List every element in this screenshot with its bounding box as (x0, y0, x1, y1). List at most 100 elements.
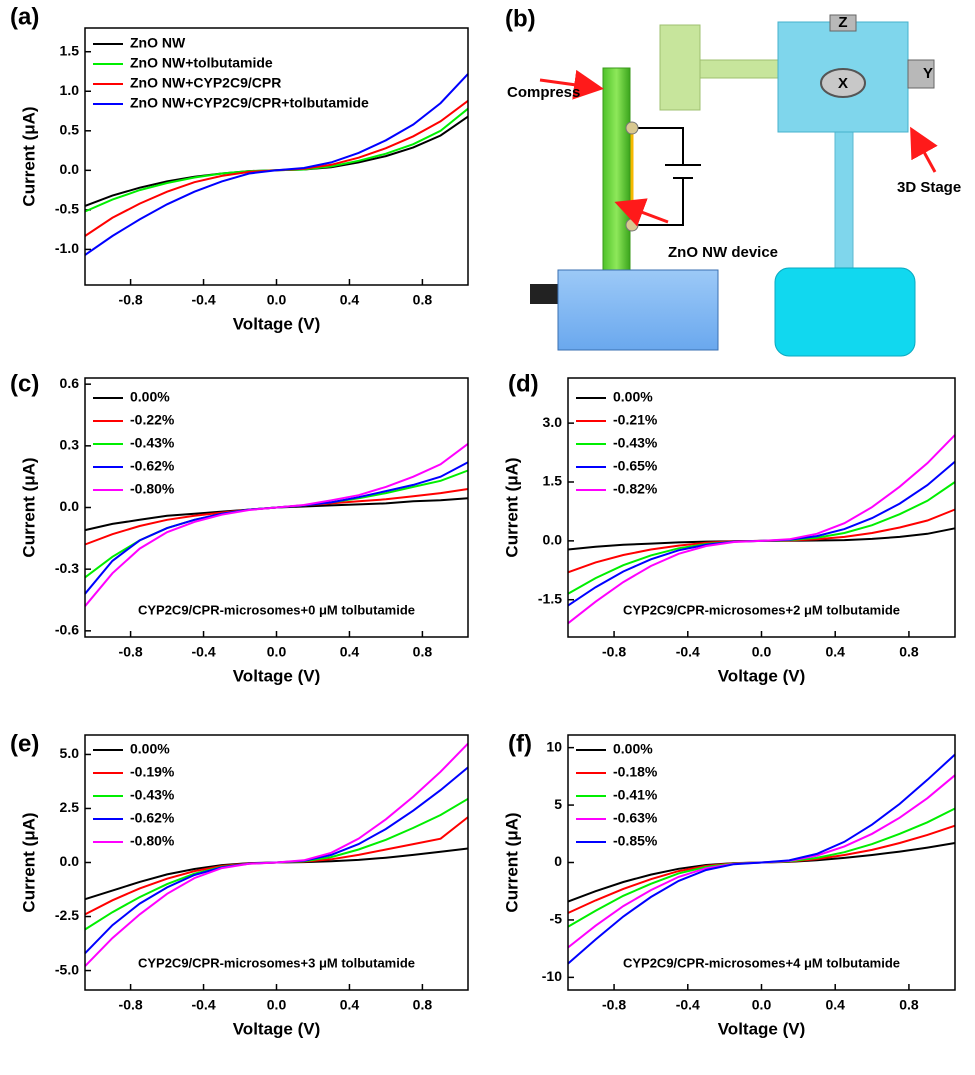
series-line (84, 488, 469, 546)
stage-label: 3D Stage (897, 179, 961, 196)
series-line (567, 434, 956, 625)
y-axis-label: Current (μA) (502, 812, 521, 912)
panel-label: (f) (508, 730, 532, 757)
y-tick-label: 1.5 (60, 42, 80, 58)
x-tick-label: -0.8 (602, 644, 626, 660)
y-tick-label: 5 (554, 796, 562, 812)
contact (625, 121, 639, 135)
y-tick-label: 5.0 (60, 745, 80, 761)
y-axis-label: Current (μA) (502, 457, 521, 557)
y-tick-label: 0.3 (60, 437, 80, 453)
x-tick-label: 0.8 (899, 644, 919, 660)
x-tick-label: 0.0 (267, 644, 287, 660)
stage-base (774, 267, 916, 357)
x-tick-label: -0.8 (119, 997, 143, 1013)
plot-frame (567, 734, 956, 991)
y-tick-label: 0.0 (60, 853, 80, 869)
annotation: CYP2C9/CPR-microsomes+2 μM tolbutamide (623, 602, 900, 617)
series-line (84, 742, 469, 967)
y-tick-label: -1.0 (55, 240, 79, 256)
legend-label: -0.41% (613, 787, 658, 803)
legend-label: -0.18% (613, 764, 658, 780)
y-tick-label: 0.5 (60, 122, 80, 138)
y-tick-label: 1.5 (543, 473, 563, 489)
x-tick-label: 0.0 (752, 997, 772, 1013)
y-tick-label: 0.0 (60, 161, 80, 177)
legend-label: -0.43% (130, 435, 175, 451)
legend-label: 0.00% (130, 389, 170, 405)
legend-label: -0.63% (613, 810, 658, 826)
x-tick-label: 0.4 (340, 997, 360, 1013)
legend-label: -0.85% (613, 833, 658, 849)
panel-label: (b) (505, 5, 536, 32)
y-tick-label: 0.0 (60, 498, 80, 514)
z-label: Z (838, 14, 847, 31)
x-axis-label: Voltage (V) (233, 1019, 321, 1038)
x-tick-label: 0.0 (267, 292, 287, 308)
annotation: CYP2C9/CPR-microsomes+0 μM tolbutamide (138, 602, 415, 617)
circuit (632, 127, 701, 226)
y-axis-label: Current (μA) (19, 457, 38, 557)
y-tick-label: 2.5 (60, 799, 80, 815)
plot-frame (84, 734, 469, 991)
x-tick-label: -0.8 (119, 292, 143, 308)
y-tick-label: 3.0 (543, 414, 563, 430)
y-axis-label: Current (μA) (19, 106, 38, 206)
arrow (614, 198, 669, 227)
x-tick-label: -0.4 (191, 292, 215, 308)
x-tick-label: 0.0 (752, 644, 772, 660)
x-tick-label: 0.4 (825, 644, 845, 660)
x-tick-label: -0.4 (676, 644, 700, 660)
x-axis-label: Voltage (V) (718, 1019, 806, 1038)
x-axis-label: Voltage (V) (233, 666, 321, 685)
y-tick-label: -10 (542, 968, 562, 984)
x-tick-label: 0.4 (825, 997, 845, 1013)
arrow (910, 126, 938, 173)
y-tick-label: -5.0 (55, 961, 79, 977)
holder (659, 24, 701, 111)
y-tick-label: -2.5 (55, 907, 79, 923)
x-axis-label: Voltage (V) (233, 314, 321, 333)
annotation: CYP2C9/CPR-microsomes+3 μM tolbutamide (138, 955, 415, 970)
x-tick-label: 0.4 (340, 644, 360, 660)
x-label: X (838, 75, 848, 92)
panel-label: (a) (10, 3, 39, 30)
compress-label: Compress (507, 84, 580, 101)
knob (530, 284, 558, 304)
y-tick-label: 0.6 (60, 375, 80, 391)
panel-label: (e) (10, 730, 39, 757)
legend-label: -0.22% (130, 412, 175, 428)
y-tick-label: -1.5 (538, 590, 562, 606)
x-tick-label: 0.8 (413, 997, 433, 1013)
legend-label: -0.80% (130, 833, 175, 849)
x-tick-label: 0.4 (340, 292, 360, 308)
base (557, 269, 719, 351)
series-line (567, 527, 956, 551)
y-tick-label: 0 (554, 853, 562, 869)
series-line (84, 442, 469, 607)
x-tick-label: 0.8 (413, 292, 433, 308)
legend-label: -0.62% (130, 810, 175, 826)
x-tick-label: 0.0 (267, 997, 287, 1013)
x-knob (820, 68, 866, 98)
substrate (602, 67, 631, 274)
x-tick-label: -0.4 (191, 644, 215, 660)
series-line (567, 807, 956, 928)
x-tick-label: -0.8 (119, 644, 143, 660)
plot-frame (84, 377, 469, 638)
series-line (567, 753, 956, 965)
device-label: ZnO NW device (668, 244, 778, 261)
y-tick-label: 0.0 (543, 532, 563, 548)
annotation: CYP2C9/CPR-microsomes+4 μM tolbutamide (623, 955, 900, 970)
series-line (84, 73, 469, 256)
series-line (84, 107, 469, 213)
legend-label: -0.43% (130, 787, 175, 803)
x-tick-label: -0.4 (191, 997, 215, 1013)
y-axis-label: Current (μA) (19, 812, 38, 912)
legend-label: ZnO NW (130, 35, 186, 51)
y-label: Y (923, 65, 933, 82)
legend-label: ZnO NW+tolbutamide (130, 55, 273, 71)
legend-label: ZnO NW+CYP2C9/CPR (130, 75, 281, 91)
diagram: (b) Z X Y Compress ZnO NW device 3D Stag… (505, 5, 961, 357)
